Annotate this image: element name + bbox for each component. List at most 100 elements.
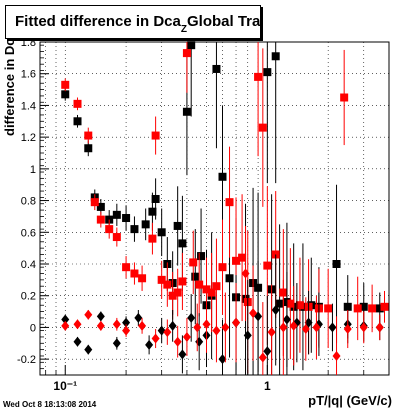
data-point-square [340, 93, 349, 102]
data-point-square [151, 131, 160, 140]
data-point-square [112, 233, 121, 242]
data-point-diamond [279, 322, 288, 333]
y-tick-label: -0.2 [17, 354, 36, 366]
data-point-square [225, 198, 234, 207]
data-point-square [197, 252, 206, 261]
data-point-square [263, 68, 272, 77]
data-point-square [353, 304, 362, 313]
data-point-square [96, 202, 105, 211]
data-point-diamond [84, 344, 93, 355]
data-point-square [96, 215, 105, 224]
data-point-square [178, 277, 187, 286]
data-point-square [173, 288, 182, 297]
data-point-diamond [301, 324, 310, 335]
data-point-square [148, 234, 157, 243]
data-point-diamond [221, 322, 230, 333]
data-point-square [84, 131, 93, 140]
data-point-diamond [212, 325, 221, 336]
data-point-square [90, 198, 99, 207]
y-tick-label: 1.6 [21, 69, 36, 81]
data-point-diamond [258, 352, 267, 363]
x-tick-label: 1 [264, 379, 271, 393]
data-point-square [232, 256, 241, 265]
data-point-diamond [332, 350, 341, 361]
data-point-diamond [243, 330, 252, 341]
data-point-square [112, 210, 121, 219]
data-point-diamond [271, 304, 280, 315]
data-point-diamond [249, 308, 258, 319]
data-point-diamond [312, 322, 321, 333]
chart-title-subscript: Z [180, 24, 187, 35]
data-point-square [202, 285, 211, 294]
data-point-diamond [182, 331, 191, 342]
data-point-square [225, 274, 234, 283]
data-point-square [61, 80, 70, 89]
data-point-diamond [96, 320, 105, 331]
data-point-square [61, 90, 70, 99]
data-point-square [105, 225, 114, 234]
data-point-diamond [122, 325, 131, 336]
y-tick-label: 0.4 [21, 259, 36, 271]
data-point-diamond [173, 336, 182, 347]
y-tick-label: 1 [30, 164, 36, 176]
data-point-diamond [289, 320, 298, 331]
data-point-diamond [112, 319, 121, 330]
y-axis-label: difference in Dc [2, 38, 17, 136]
data-point-square [375, 304, 384, 313]
data-point-square [187, 41, 196, 50]
data-point-square [168, 291, 177, 300]
data-point-square [295, 301, 304, 310]
data-point-square [73, 99, 82, 108]
data-point-square [238, 253, 247, 262]
data-point-square [130, 225, 139, 234]
data-point-square [73, 117, 82, 126]
data-point-square [122, 263, 131, 272]
data-point-diamond [168, 320, 177, 331]
data-point-square [218, 172, 227, 181]
y-tick-label: 1.2 [21, 132, 36, 144]
data-point-square [84, 144, 93, 153]
data-point-diamond [73, 336, 82, 347]
data-point-diamond [138, 320, 147, 331]
data-point-square [212, 64, 221, 73]
data-point-square [258, 123, 267, 132]
data-point-square [212, 282, 221, 291]
chart-title-main: Fitted difference in Dca [15, 13, 181, 30]
data-point-diamond [202, 319, 211, 330]
data-point-square [178, 239, 187, 248]
data-point-diamond [134, 312, 143, 323]
data-point-square [195, 280, 204, 289]
data-point-square [254, 72, 263, 81]
data-point-diamond [328, 322, 337, 333]
data-point-diamond [218, 354, 227, 365]
data-point-diamond [193, 322, 202, 333]
data-point-square [271, 52, 280, 61]
data-point-square [148, 207, 157, 216]
data-point-square [380, 302, 389, 311]
timestamp: Wed Oct 8 18:13:08 2014 [3, 400, 97, 409]
data-point-diamond [267, 327, 276, 338]
data-point-diamond [145, 339, 154, 350]
data-point-diamond [187, 312, 196, 323]
y-tick-label: 0 [30, 322, 36, 334]
data-point-diamond [96, 311, 105, 322]
y-tick-label: 0.2 [21, 291, 36, 303]
data-point-diamond [122, 317, 131, 328]
data-point-square [138, 274, 147, 283]
data-point-diamond [163, 327, 172, 338]
data-point-square [191, 272, 200, 281]
data-point-square [182, 107, 191, 116]
data-point-diamond [375, 322, 384, 333]
data-point-diamond [112, 338, 121, 349]
y-tick-label: 1.4 [21, 100, 36, 112]
data-point-diamond [73, 319, 82, 330]
data-point-square [182, 49, 191, 58]
x-tick-label: 10⁻¹ [53, 379, 77, 393]
data-point-square [359, 302, 368, 311]
data-point-diamond [282, 314, 291, 325]
data-point-diamond [61, 320, 70, 331]
data-point-square [141, 220, 150, 229]
data-point-square [263, 261, 272, 270]
